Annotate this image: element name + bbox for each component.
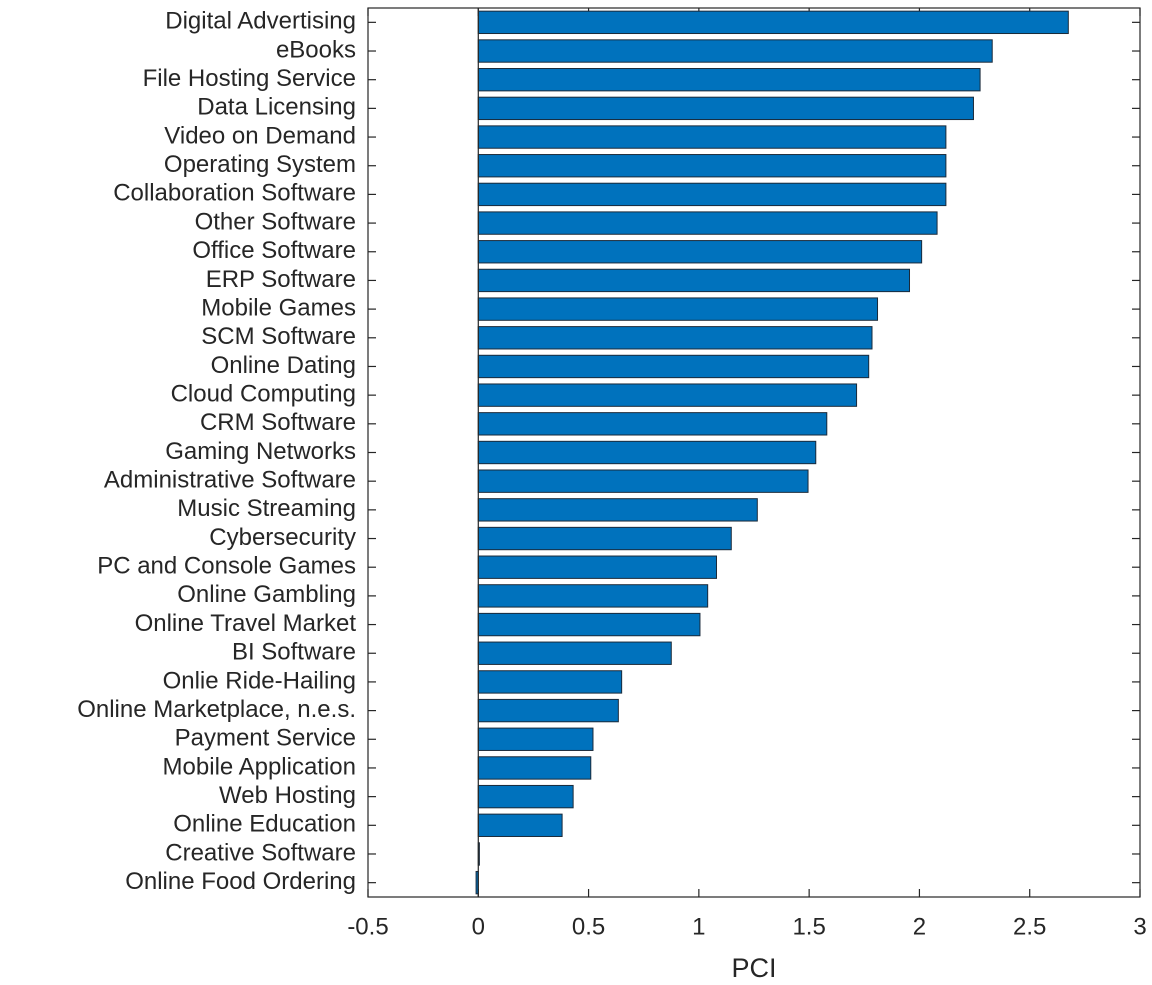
bar xyxy=(477,10,1069,35)
bar xyxy=(477,96,974,121)
bar xyxy=(477,469,809,493)
y-tick-label: Online Marketplace, n.e.s. xyxy=(77,696,356,723)
y-tick-label: Cloud Computing xyxy=(171,380,356,407)
y-tick-label: Operating System xyxy=(164,151,356,178)
bar xyxy=(477,354,870,379)
bar xyxy=(477,670,623,694)
y-tick-label: Onlie Ride-Hailing xyxy=(163,667,356,694)
bar xyxy=(477,240,923,264)
x-tick-label: 0.5 xyxy=(572,913,605,940)
y-tick-label: Web Hosting xyxy=(219,782,356,809)
x-tick-label: -0.5 xyxy=(347,913,388,940)
bar xyxy=(477,584,709,608)
plot-frame xyxy=(367,7,1141,898)
bar xyxy=(477,154,947,178)
bar xyxy=(477,813,563,837)
y-tick-label: ERP Software xyxy=(206,266,356,293)
bar xyxy=(477,383,858,407)
y-tick-label: Other Software xyxy=(195,208,356,235)
bar xyxy=(477,211,938,235)
y-tick-label: File Hosting Service xyxy=(143,65,356,92)
bar xyxy=(477,326,873,350)
x-tick-label: 1.5 xyxy=(792,913,825,940)
x-tick-label: 3 xyxy=(1133,913,1146,940)
y-tick-label: Office Software xyxy=(192,237,356,264)
bar xyxy=(477,182,947,207)
bar xyxy=(477,727,594,751)
y-tick-label: SCM Software xyxy=(201,323,356,350)
y-tick-label: Music Streaming xyxy=(177,495,356,522)
x-tick-label: 2.5 xyxy=(1013,913,1046,940)
bar xyxy=(477,268,911,293)
y-tick-label: Collaboration Software xyxy=(113,180,356,207)
y-tick-label: Mobile Application xyxy=(163,753,356,780)
bar xyxy=(477,756,592,780)
bar xyxy=(477,39,993,63)
bar xyxy=(477,641,672,665)
y-tick-label: CRM Software xyxy=(200,409,356,436)
y-tick-label: Online Gambling xyxy=(177,581,356,608)
x-tick-label: 2 xyxy=(913,913,926,940)
y-tick-label: PC and Console Games xyxy=(97,553,356,580)
bar xyxy=(477,526,732,551)
bar xyxy=(477,612,701,637)
x-tick-label: 1 xyxy=(692,913,705,940)
bar xyxy=(477,412,828,436)
bar xyxy=(477,555,718,579)
y-tick-label: Data Licensing xyxy=(197,94,356,121)
bar xyxy=(477,297,879,321)
y-tick-label: Video on Demand xyxy=(164,122,356,149)
y-tick-label: Online Food Ordering xyxy=(125,868,356,895)
y-tick-label: Digital Advertising xyxy=(165,8,356,35)
y-tick-label: Administrative Software xyxy=(104,467,356,494)
y-tick-label: eBooks xyxy=(276,36,356,63)
y-tick-label: Creative Software xyxy=(165,839,356,866)
y-tick-label: Online Dating xyxy=(211,352,356,379)
y-tick-label: Online Travel Market xyxy=(135,610,357,637)
y-tick-label: Online Education xyxy=(173,811,356,838)
bar xyxy=(477,498,758,522)
y-tick-label: Gaming Networks xyxy=(165,438,356,465)
y-tick-label: BI Software xyxy=(232,639,356,666)
bar xyxy=(477,698,619,723)
bar xyxy=(477,68,981,92)
y-tick-label: Cybersecurity xyxy=(209,524,356,551)
bar xyxy=(477,784,574,809)
bar xyxy=(477,125,947,149)
x-axis-label: PCI xyxy=(731,953,776,983)
bar xyxy=(477,440,817,465)
x-tick-label: 0 xyxy=(472,913,485,940)
y-tick-label: Payment Service xyxy=(175,725,356,752)
y-tick-label: Mobile Games xyxy=(201,294,356,321)
